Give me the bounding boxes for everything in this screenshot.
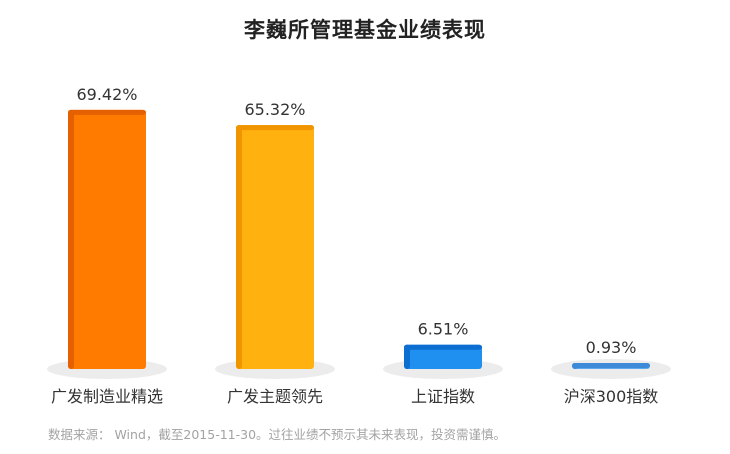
value-label: 69.42% [76,85,137,104]
bar-2 [236,125,314,369]
bar-cap [404,344,482,350]
chart-title: 李巍所管理基金业绩表现 [244,18,486,42]
bar-cap [236,125,314,131]
data-source-note: 数据来源： Wind，截至2015-11-30。过往业绩不预示其未来表现，投资需… [48,427,507,442]
value-label: 65.32% [244,100,305,119]
value-label: 0.93% [586,338,637,357]
bar-edge [404,344,410,369]
category-label: 广发主题领先 [227,387,323,406]
bar-cap [572,363,650,368]
bar-1 [68,109,146,369]
bar-3 [404,344,482,369]
category-label: 沪深300指数 [564,387,659,406]
bar-edge [68,109,74,369]
value-label: 6.51% [418,320,469,339]
bar-edge [236,125,242,369]
bar-cap [68,109,146,115]
category-label: 广发制造业精选 [51,387,163,406]
category-label: 上证指数 [411,387,475,406]
